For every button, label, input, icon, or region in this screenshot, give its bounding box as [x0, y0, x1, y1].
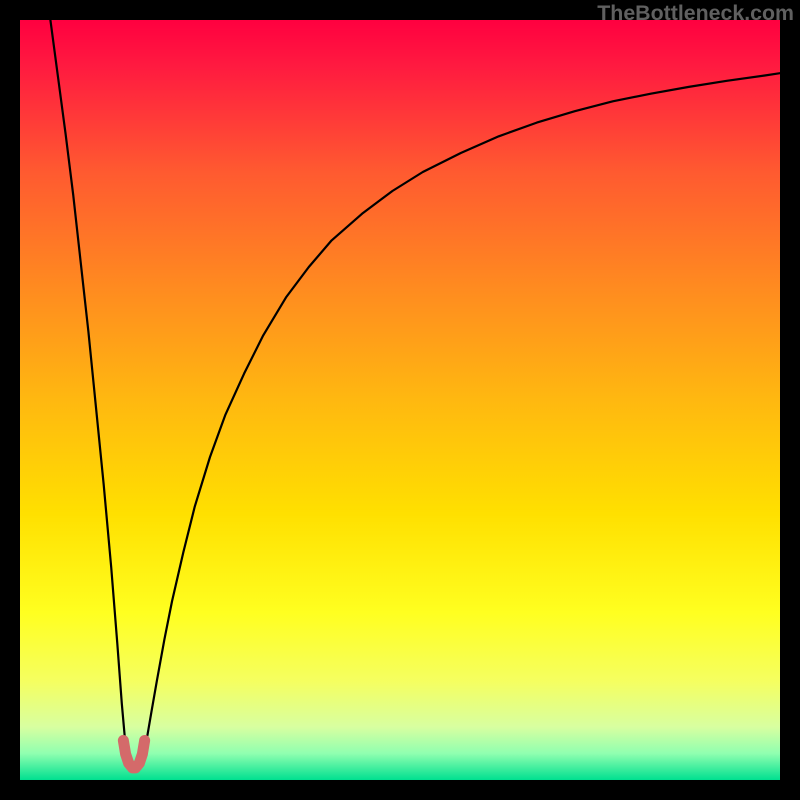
chart-frame: TheBottleneck.com — [0, 0, 800, 800]
watermark-text: TheBottleneck.com — [597, 1, 794, 26]
bottleneck-chart-svg — [20, 20, 780, 780]
gradient-background — [20, 20, 780, 780]
plot-area — [20, 20, 780, 780]
